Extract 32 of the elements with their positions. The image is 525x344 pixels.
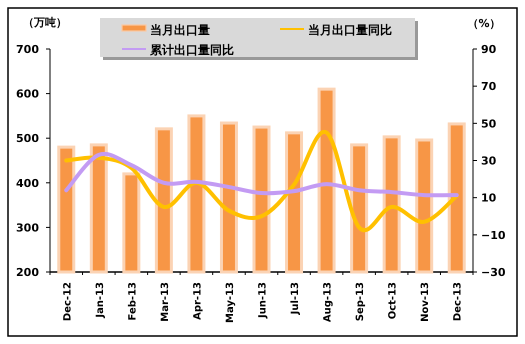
x-tick-label: May-13: [224, 282, 236, 323]
y-tick-label: 600: [16, 88, 40, 101]
x-tick-label: Aug-13: [322, 282, 334, 322]
line-series: [64, 152, 459, 198]
x-tick-label: Dec-13: [452, 282, 464, 322]
x-tick-label: Sep-13: [355, 282, 366, 322]
y-axis-title: （万吨）: [23, 16, 67, 29]
x-tick-label: Feb-13: [127, 282, 138, 320]
legend-label: 当月出口量同比: [308, 23, 392, 37]
legend-label: 累计出口量同比: [149, 43, 234, 57]
y-tick-label: 400: [16, 176, 40, 190]
x-tick-label: Apr-13: [192, 282, 204, 320]
y-tick-label: 200: [16, 266, 40, 279]
y2-axis-title: （%）: [467, 17, 501, 30]
y2-tick-label: 10: [481, 192, 497, 205]
legend-label: 当月出口量: [150, 23, 210, 37]
y2-tick-label: −30: [481, 266, 506, 279]
y-tick-label: 300: [16, 221, 40, 234]
x-tick-label: Jun-13: [258, 282, 268, 320]
x-tick-label: Jan-13: [94, 282, 106, 319]
y2-tick-label: 30: [481, 154, 497, 168]
x-tick-label: Nov-13: [420, 282, 432, 322]
y2-tick-label: 90: [481, 43, 497, 56]
y-tick-label: 500: [16, 132, 40, 146]
y2-tick-label: 70: [481, 80, 497, 94]
x-tick-label: Jul-13: [290, 282, 302, 316]
y-tick-label: 700: [16, 43, 40, 56]
x-tick-label: Dec-12: [62, 282, 74, 322]
x-tick-label: Mar-13: [160, 282, 171, 322]
x-tick-label: Oct-13: [388, 282, 399, 320]
y2-tick-label: −10: [481, 228, 506, 242]
y2-tick-label: 50: [481, 117, 497, 130]
